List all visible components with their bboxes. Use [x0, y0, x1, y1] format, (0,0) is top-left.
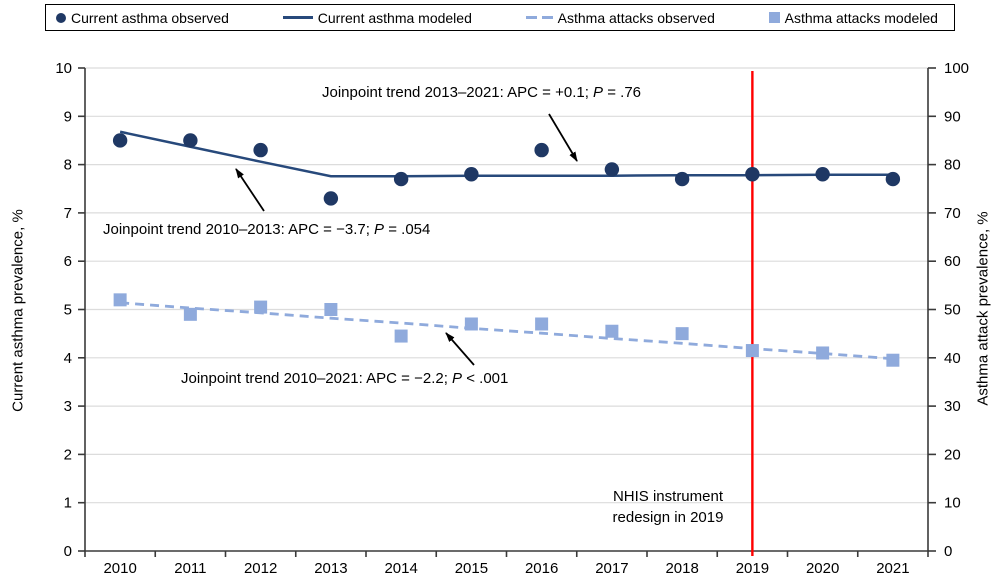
- svg-text:60: 60: [944, 253, 961, 270]
- legend-marker-dashed-line-icon: [525, 16, 553, 19]
- annotation-trend-2010-2013: Joinpoint trend 2010–2013: APC = −3.7; P…: [103, 221, 431, 238]
- svg-text:20: 20: [944, 446, 961, 463]
- legend-item-current-observed: Current asthma observed: [56, 10, 229, 26]
- legend-label: Asthma attacks observed: [557, 9, 715, 26]
- svg-text:70: 70: [944, 205, 961, 222]
- svg-text:30: 30: [944, 398, 961, 415]
- svg-text:100: 100: [944, 60, 969, 77]
- svg-text:2013: 2013: [314, 560, 347, 577]
- svg-text:2012: 2012: [244, 560, 277, 577]
- svg-text:1: 1: [64, 495, 72, 512]
- svg-text:2021: 2021: [876, 560, 909, 577]
- svg-text:40: 40: [944, 350, 961, 367]
- svg-text:0: 0: [944, 543, 952, 560]
- svg-text:10: 10: [944, 495, 961, 512]
- annotation-arrow: [445, 332, 475, 366]
- legend-marker-circle-icon: [56, 12, 66, 23]
- legend-item-attacks-modeled: Asthma attacks modeled: [768, 9, 938, 26]
- gridlines: [85, 67, 928, 504]
- svg-text:2011: 2011: [174, 560, 206, 577]
- chart-legend: Current asthma observed Current asthma m…: [45, 4, 955, 31]
- svg-text:2: 2: [64, 446, 72, 463]
- svg-text:2015: 2015: [455, 560, 488, 577]
- annotation-trend-2010-2021: Joinpoint trend 2010–2021: APC = −2.2; P…: [181, 370, 509, 387]
- legend-item-attacks-observed: Asthma attacks observed: [525, 9, 715, 26]
- svg-text:3: 3: [64, 398, 72, 415]
- svg-text:10: 10: [55, 60, 72, 77]
- svg-text:5: 5: [64, 302, 72, 319]
- legend-label: Asthma attacks modeled: [784, 9, 938, 26]
- svg-text:2019: 2019: [736, 560, 769, 577]
- annotation-trend-2013-2021: Joinpoint trend 2013–2021: APC = +0.1; P…: [322, 84, 642, 101]
- series-asthma-attacks-modeled: [113, 293, 900, 367]
- svg-text:2020: 2020: [806, 560, 839, 577]
- svg-text:7: 7: [64, 205, 72, 222]
- svg-text:9: 9: [64, 108, 72, 125]
- series-current-asthma-observed: [112, 133, 901, 206]
- legend-label: Current asthma modeled: [317, 9, 472, 26]
- legend-label: Current asthma observed: [71, 9, 229, 26]
- svg-text:2017: 2017: [595, 560, 628, 577]
- legend-marker-line-icon: [282, 16, 313, 19]
- svg-text:6: 6: [64, 253, 72, 270]
- svg-text:4: 4: [64, 350, 72, 367]
- svg-text:2016: 2016: [525, 560, 558, 577]
- svg-text:50: 50: [944, 302, 961, 319]
- svg-text:80: 80: [944, 157, 961, 174]
- legend-item-current-modeled: Current asthma modeled: [282, 9, 472, 26]
- annotation-arrow: [548, 113, 578, 162]
- svg-text:0: 0: [64, 543, 72, 560]
- svg-text:2018: 2018: [665, 560, 698, 577]
- nhis-redesign-annotation: NHIS instrument redesign in 2019: [612, 488, 724, 526]
- svg-text:2014: 2014: [384, 560, 417, 577]
- series-asthma-attacks-observed: [120, 301, 893, 361]
- annotation-arrow: [235, 168, 265, 212]
- svg-text:90: 90: [944, 108, 961, 125]
- svg-text:2010: 2010: [103, 560, 136, 577]
- right-axis-title: Asthma attack prevalence, %: [974, 211, 992, 406]
- legend-marker-square-icon: [768, 12, 780, 23]
- series-current-asthma-modeled: [119, 130, 893, 178]
- left-axis-title: Current asthma prevalence, %: [9, 209, 27, 412]
- svg-text:8: 8: [64, 157, 72, 174]
